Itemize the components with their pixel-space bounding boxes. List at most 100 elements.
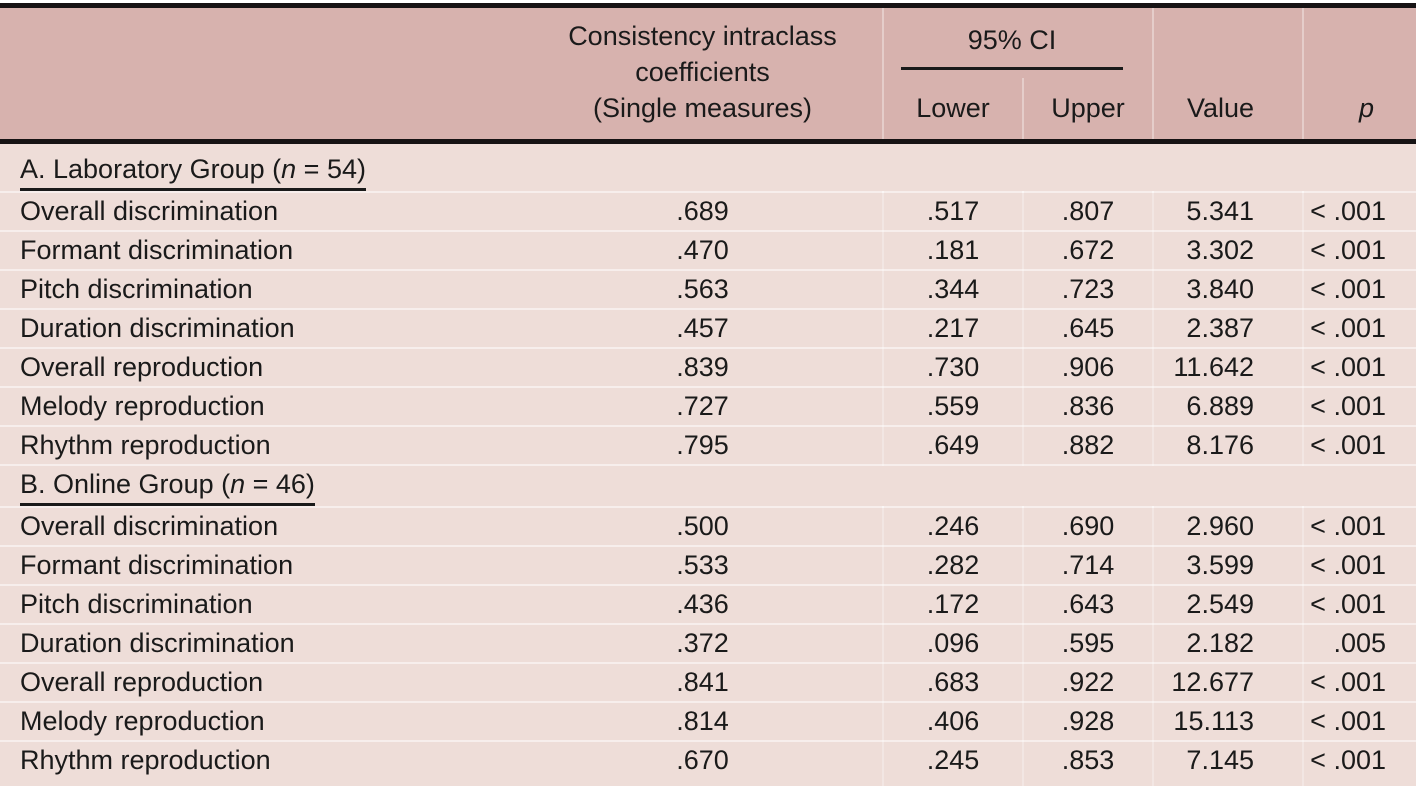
row-label: Overall reproduction [0, 348, 523, 388]
p-value: < .001 [1303, 231, 1416, 271]
p-value: < .001 [1303, 309, 1416, 349]
ci-lower: .683 [883, 663, 1024, 703]
row-label: Duration discrimination [0, 624, 523, 664]
table-row: Rhythm reproduction .670.245.853 7.145 < .0… [0, 741, 1416, 786]
p-value: < .001 [1303, 702, 1416, 742]
ci-lower: .559 [883, 387, 1024, 427]
p-value: < .001 [1303, 585, 1416, 625]
row-label: Duration discrimination [0, 309, 523, 349]
stat-value: 2.182 [1153, 624, 1304, 664]
ci-upper: .922 [1023, 663, 1154, 703]
ci-upper: .853 [1023, 741, 1154, 786]
table-row: Overall reproduction .839.730.906 11.642 < … [0, 348, 1416, 388]
ci-lower: .406 [883, 702, 1024, 742]
header-ci-label: 95% CI [967, 25, 1057, 55]
table-row: Overall reproduction .841.683.922 12.677 < … [0, 663, 1416, 703]
ci-lower: .181 [883, 231, 1024, 271]
row-label: Melody reproduction [0, 387, 523, 427]
stat-value: 15.113 [1153, 702, 1304, 742]
ci-upper: .714 [1023, 546, 1154, 586]
table-row: Pitch discrimination .436.172.643 2.549 < .… [0, 585, 1416, 625]
table-row: Melody reproduction .727.559.836 6.889 < .0… [0, 387, 1416, 427]
table-row: Duration discrimination .457.217.645 2.387… [0, 309, 1416, 349]
stat-value: 12.677 [1153, 663, 1304, 703]
group-title-cell: A. Laboratory Group (n = 54) [0, 141, 1416, 193]
icc-value: .727 [523, 387, 884, 427]
p-value: .005 [1303, 624, 1416, 664]
table-row: Pitch discrimination .563.344.723 3.840 < .… [0, 270, 1416, 310]
ci-upper: .882 [1023, 426, 1154, 466]
ci-lower: .217 [883, 309, 1024, 349]
header-icc-line1: Consistency intraclass coefficients [568, 21, 837, 87]
row-label: Overall discrimination [0, 507, 523, 547]
table-row: Formant discrimination .533.282.714 3.599 <… [0, 546, 1416, 586]
ci-lower: .649 [883, 426, 1024, 466]
p-value: < .001 [1303, 192, 1416, 232]
table-header: Consistency intraclass coefficients (Sin… [0, 5, 1416, 142]
p-value: < .001 [1303, 348, 1416, 388]
ci-lower: .246 [883, 507, 1024, 547]
p-value: < .001 [1303, 546, 1416, 586]
group-title: B. Online Group (n = 46) [20, 468, 315, 506]
ci-upper: .645 [1023, 309, 1154, 349]
p-value: < .001 [1303, 507, 1416, 547]
table-row: Overall discrimination .500.246.690 2.960 <… [0, 507, 1416, 547]
header-ci-group: 95% CI [883, 5, 1154, 78]
row-label: Rhythm reproduction [0, 426, 523, 466]
header-icc-line2: (Single measures) [592, 93, 813, 123]
icc-value: .563 [523, 270, 884, 310]
statistics-table-container: Consistency intraclass coefficients (Sin… [0, 3, 1416, 786]
ci-lower: .096 [883, 624, 1024, 664]
ci-lower: .730 [883, 348, 1024, 388]
ci-upper: .906 [1023, 348, 1154, 388]
p-value: < .001 [1303, 270, 1416, 310]
ci-upper: .595 [1023, 624, 1154, 664]
stat-value: 2.549 [1153, 585, 1304, 625]
ci-lower: .172 [883, 585, 1024, 625]
table-row: Duration discrimination .372.096.595 2.182… [0, 624, 1416, 664]
p-value: < .001 [1303, 426, 1416, 466]
ci-lower: .245 [883, 741, 1024, 786]
ci-lower: .344 [883, 270, 1024, 310]
ci-upper: .836 [1023, 387, 1154, 427]
icc-value: .689 [523, 192, 884, 232]
ci-lower: .517 [883, 192, 1024, 232]
row-label: Formant discrimination [0, 231, 523, 271]
stat-value: 2.387 [1153, 309, 1304, 349]
header-upper: Upper [1023, 77, 1154, 142]
header-lower: Lower [883, 77, 1024, 142]
stat-value: 3.302 [1153, 231, 1304, 271]
stat-value: 6.889 [1153, 387, 1304, 427]
row-label: Formant discrimination [0, 546, 523, 586]
table-row: Overall discrimination .689.517.807 5.341 <… [0, 192, 1416, 232]
icc-value: .436 [523, 585, 884, 625]
ci-lower: .282 [883, 546, 1024, 586]
icc-value: .457 [523, 309, 884, 349]
stat-value: 7.145 [1153, 741, 1304, 786]
p-value: < .001 [1303, 663, 1416, 703]
group-header-row: A. Laboratory Group (n = 54) [0, 141, 1416, 193]
header-label-column [0, 6, 523, 142]
row-label: Pitch discrimination [0, 270, 523, 310]
row-label: Rhythm reproduction [20, 745, 271, 775]
header-p: p [1358, 93, 1374, 123]
table-row: Formant discrimination .470.181.672 3.302 <… [0, 231, 1416, 271]
row-label: Pitch discrimination [0, 585, 523, 625]
ci-upper: .928 [1023, 702, 1154, 742]
icc-value: .500 [523, 507, 884, 547]
icc-value: .533 [523, 546, 884, 586]
ci-upper: .690 [1023, 507, 1154, 547]
ci-upper: .807 [1023, 192, 1154, 232]
stat-value: 5.341 [1153, 192, 1304, 232]
icc-value: .841 [523, 663, 884, 703]
icc-value: .814 [523, 702, 884, 742]
icc-value: .795 [523, 426, 884, 466]
stat-value: 8.176 [1153, 426, 1304, 466]
table-row: Rhythm reproduction .795.649.882 8.176 < .0… [0, 426, 1416, 466]
group-title-cell: B. Online Group (n = 46) [0, 465, 1416, 508]
stat-value: 3.599 [1153, 546, 1304, 586]
icc-value: .839 [523, 348, 884, 388]
group-header-row: B. Online Group (n = 46) [0, 465, 1416, 508]
ci-spanner-rule [901, 67, 1123, 70]
icc-value: .372 [523, 624, 884, 664]
